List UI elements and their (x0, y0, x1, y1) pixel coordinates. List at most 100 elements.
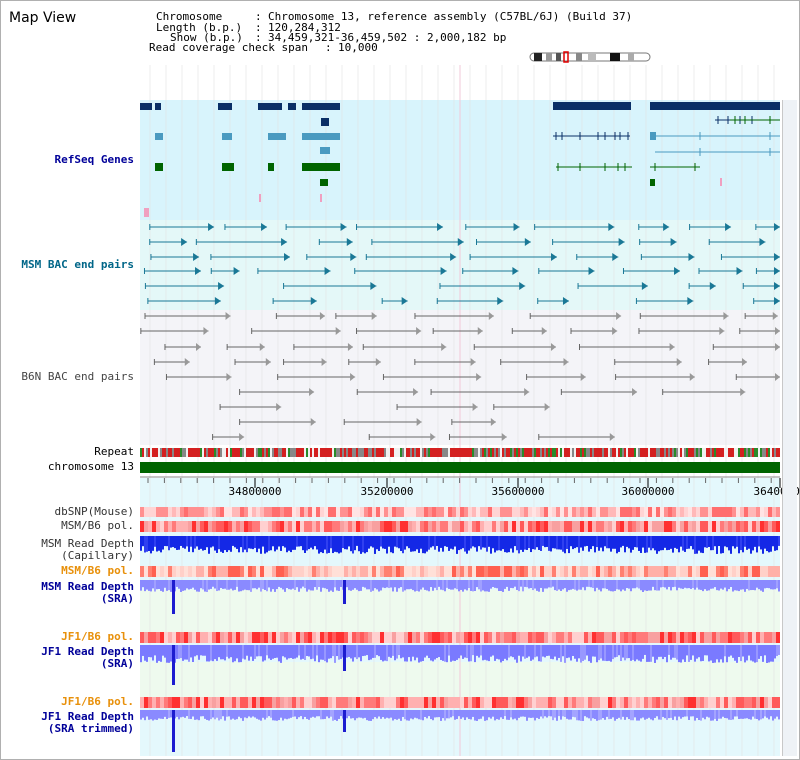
jf1-sra-depth-bin (684, 645, 686, 662)
jf1-sra-depth-bin (462, 645, 464, 659)
repeat-bin (384, 448, 386, 457)
jf1-trimmed-depth-bin (776, 710, 778, 717)
msm-capillary-depth-bin (342, 536, 344, 549)
repeat-bin (776, 448, 778, 457)
bac-end-arrow (488, 312, 494, 320)
bac-end-arrow (416, 418, 422, 426)
depth-spike (172, 645, 175, 685)
repeat-bin (344, 448, 346, 457)
jf1-depth-trim-label[interactable]: JF1 Read Depth (41, 710, 134, 723)
dbsnp-bin (572, 507, 576, 517)
jf1-trimmed-depth-bin (484, 710, 486, 721)
msm-capillary-depth-bin (320, 536, 322, 553)
msm-capillary-depth-bin (256, 536, 258, 553)
jf1-trimmed-depth-bin (140, 710, 142, 720)
bac-end-arrow (347, 343, 353, 351)
jf1-pol2-bin (312, 697, 316, 708)
msm-b6-pol-bin (688, 521, 692, 532)
jf1-trimmed-depth-bin (530, 710, 532, 718)
jf1-pol2-bin (220, 697, 224, 708)
msm-capillary-depth-bin (274, 536, 276, 552)
jf1-pol-bin (304, 632, 308, 643)
msm-depth-sra-label[interactable]: MSM Read Depth (41, 580, 134, 593)
jf1-pol2-bin (264, 697, 268, 708)
msm-capillary-depth-bin (576, 536, 578, 548)
b6n-bac-label[interactable]: B6N BAC end pairs (21, 370, 134, 383)
jf1-pol2-label[interactable]: JF1/B6 pol. (61, 695, 134, 708)
jf1-trimmed-depth-bin (650, 710, 652, 720)
jf1-sra-depth-bin (648, 645, 650, 662)
repeat-label: Repeat (94, 445, 134, 458)
jf1-trimmed-depth-bin (528, 710, 530, 718)
msm-b6-pol-label[interactable]: MSM/B6 pol. (61, 519, 134, 532)
vertical-scrollbar[interactable] (782, 100, 797, 756)
repeat-bin (252, 448, 254, 457)
dbsnp-bin (520, 507, 524, 517)
jf1-trimmed-depth-bin (476, 710, 478, 721)
jf1-sra-depth-bin (602, 645, 604, 661)
msm-sra-depth-bin (210, 580, 212, 589)
repeat-bin (772, 448, 774, 457)
msm-capillary-depth-bin (658, 536, 660, 552)
msm-b6-pol-bin (584, 521, 588, 532)
jf1-trimmed-depth-bin (210, 710, 212, 720)
jf1-sra-depth-bin (762, 645, 764, 662)
jf1-sra-depth-bin (276, 645, 278, 658)
jf1-trimmed-depth-bin (596, 710, 598, 721)
jf1-trimmed-depth-bin (250, 710, 252, 718)
jf1-trimmed-depth-bin (604, 710, 606, 720)
jf1-pol-label[interactable]: JF1/B6 pol. (61, 630, 134, 643)
repeat-bin (396, 448, 398, 457)
msm-b6-pol2-bin (516, 566, 520, 577)
msm-sra-depth-bin (404, 580, 406, 591)
jf1-pol-bin (364, 632, 368, 643)
jf1-trimmed-depth-bin (432, 710, 434, 721)
repeat-bin (768, 448, 770, 457)
jf1-trimmed-depth-bin (674, 710, 676, 717)
msm-b6-pol2-bin (700, 566, 704, 577)
msm-b6-pol-bin (644, 521, 648, 532)
msm-capillary-depth-bin (482, 536, 484, 548)
repeat-bin (408, 448, 410, 457)
jf1-trimmed-depth-bin (306, 710, 308, 719)
msm-capillary-depth-bin (694, 536, 696, 554)
msm-sra-depth-bin (350, 580, 352, 591)
msm-b6-pol2-bin (768, 566, 772, 577)
jf1-depth-sra-label[interactable]: JF1 Read Depth (41, 645, 134, 658)
msm-sra-depth-bin (352, 580, 354, 590)
dbsnp-bin (464, 507, 468, 517)
jf1-sra-depth-bin (586, 645, 588, 656)
chromosome-ideogram-icon[interactable] (528, 51, 652, 63)
jf1-sra-depth-bin (430, 645, 432, 661)
msm-capillary-depth-bin (670, 536, 672, 549)
msm-sra-depth-bin (772, 580, 774, 590)
refseq-genes-label[interactable]: RefSeq Genes (54, 153, 134, 166)
jf1-pol-bin (676, 632, 680, 643)
jf1-sra-depth-bin (700, 645, 702, 662)
repeat-bin (554, 448, 556, 457)
msm-depth-capillary-label[interactable]: MSM Read Depth (41, 537, 134, 550)
jf1-pol2-bin (596, 697, 600, 708)
jf1-trimmed-depth-bin (726, 710, 728, 719)
msm-b6-pol2-bin (432, 566, 436, 577)
msm-bac-label[interactable]: MSM BAC end pairs (21, 258, 134, 271)
msm-capillary-depth-bin (504, 536, 506, 553)
jf1-trimmed-depth-bin (444, 710, 446, 721)
msm-sra-depth-bin (432, 580, 434, 591)
jf1-sra-depth-bin (178, 645, 180, 659)
jf1-trimmed-depth-bin (232, 710, 234, 719)
msm-sra-depth-bin (320, 580, 322, 592)
repeat-bin (688, 448, 690, 457)
msm-sra-depth-bin (602, 580, 604, 589)
msm-capillary-depth-bin (350, 536, 352, 552)
msm-capillary-depth-bin (562, 536, 564, 552)
jf1-pol-bin (696, 632, 700, 643)
msm-b6-pol2-bin (632, 566, 636, 577)
jf1-sra-depth-bin (622, 645, 624, 658)
msm-b6-pol2-label[interactable]: MSM/B6 pol. (61, 564, 134, 577)
dbsnp-label[interactable]: dbSNP(Mouse) (54, 505, 134, 518)
msm-capillary-depth-bin (680, 536, 682, 547)
msm-sra-depth-bin (252, 580, 254, 589)
msm-capillary-depth-bin (282, 536, 284, 547)
